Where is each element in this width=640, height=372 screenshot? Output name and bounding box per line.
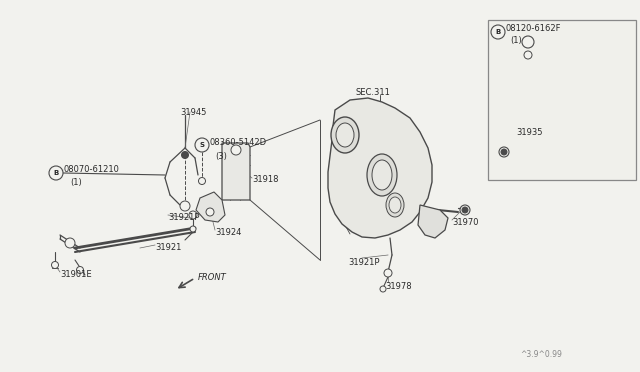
Text: FRONT: FRONT bbox=[198, 273, 227, 282]
Circle shape bbox=[189, 211, 197, 219]
Circle shape bbox=[182, 151, 189, 158]
Text: 08070-61210: 08070-61210 bbox=[64, 165, 120, 174]
Text: 31924: 31924 bbox=[215, 228, 241, 237]
Text: 31935: 31935 bbox=[516, 128, 543, 137]
Circle shape bbox=[231, 145, 241, 155]
Circle shape bbox=[190, 226, 196, 232]
Circle shape bbox=[499, 147, 509, 157]
Text: 08360-5142D: 08360-5142D bbox=[210, 138, 267, 147]
Ellipse shape bbox=[336, 123, 354, 147]
Polygon shape bbox=[328, 98, 432, 238]
Circle shape bbox=[460, 205, 470, 215]
Ellipse shape bbox=[372, 160, 392, 190]
Polygon shape bbox=[418, 205, 448, 238]
Circle shape bbox=[501, 149, 507, 155]
Text: ^3.9^0.99: ^3.9^0.99 bbox=[520, 350, 562, 359]
Text: B: B bbox=[53, 170, 59, 176]
Text: 31901E: 31901E bbox=[60, 270, 92, 279]
Text: (1): (1) bbox=[70, 178, 82, 187]
Polygon shape bbox=[196, 192, 225, 222]
Ellipse shape bbox=[386, 193, 404, 217]
Text: 31921P: 31921P bbox=[168, 213, 200, 222]
Text: 08120-6162F: 08120-6162F bbox=[506, 24, 561, 33]
Circle shape bbox=[462, 207, 468, 213]
Text: SEC.311: SEC.311 bbox=[355, 88, 390, 97]
Bar bbox=[488, 20, 636, 180]
Circle shape bbox=[384, 269, 392, 277]
Text: 31978: 31978 bbox=[385, 282, 412, 291]
Text: 31921P: 31921P bbox=[348, 258, 380, 267]
Circle shape bbox=[380, 286, 386, 292]
Circle shape bbox=[198, 177, 205, 185]
Text: 31918: 31918 bbox=[252, 175, 278, 184]
Circle shape bbox=[77, 266, 83, 273]
Circle shape bbox=[49, 166, 63, 180]
Ellipse shape bbox=[331, 117, 359, 153]
Text: 31945: 31945 bbox=[180, 108, 206, 117]
Text: (1): (1) bbox=[510, 36, 522, 45]
Text: 31921: 31921 bbox=[155, 243, 181, 252]
Ellipse shape bbox=[389, 197, 401, 213]
Circle shape bbox=[206, 208, 214, 216]
Polygon shape bbox=[222, 143, 250, 200]
Text: 31970: 31970 bbox=[452, 218, 479, 227]
Circle shape bbox=[491, 25, 505, 39]
Circle shape bbox=[65, 238, 75, 248]
Circle shape bbox=[195, 138, 209, 152]
Text: B: B bbox=[495, 29, 500, 35]
Circle shape bbox=[180, 201, 190, 211]
Text: S: S bbox=[200, 142, 205, 148]
Ellipse shape bbox=[367, 154, 397, 196]
Text: (3): (3) bbox=[215, 152, 227, 161]
Circle shape bbox=[522, 36, 534, 48]
Circle shape bbox=[51, 262, 58, 269]
Circle shape bbox=[524, 51, 532, 59]
